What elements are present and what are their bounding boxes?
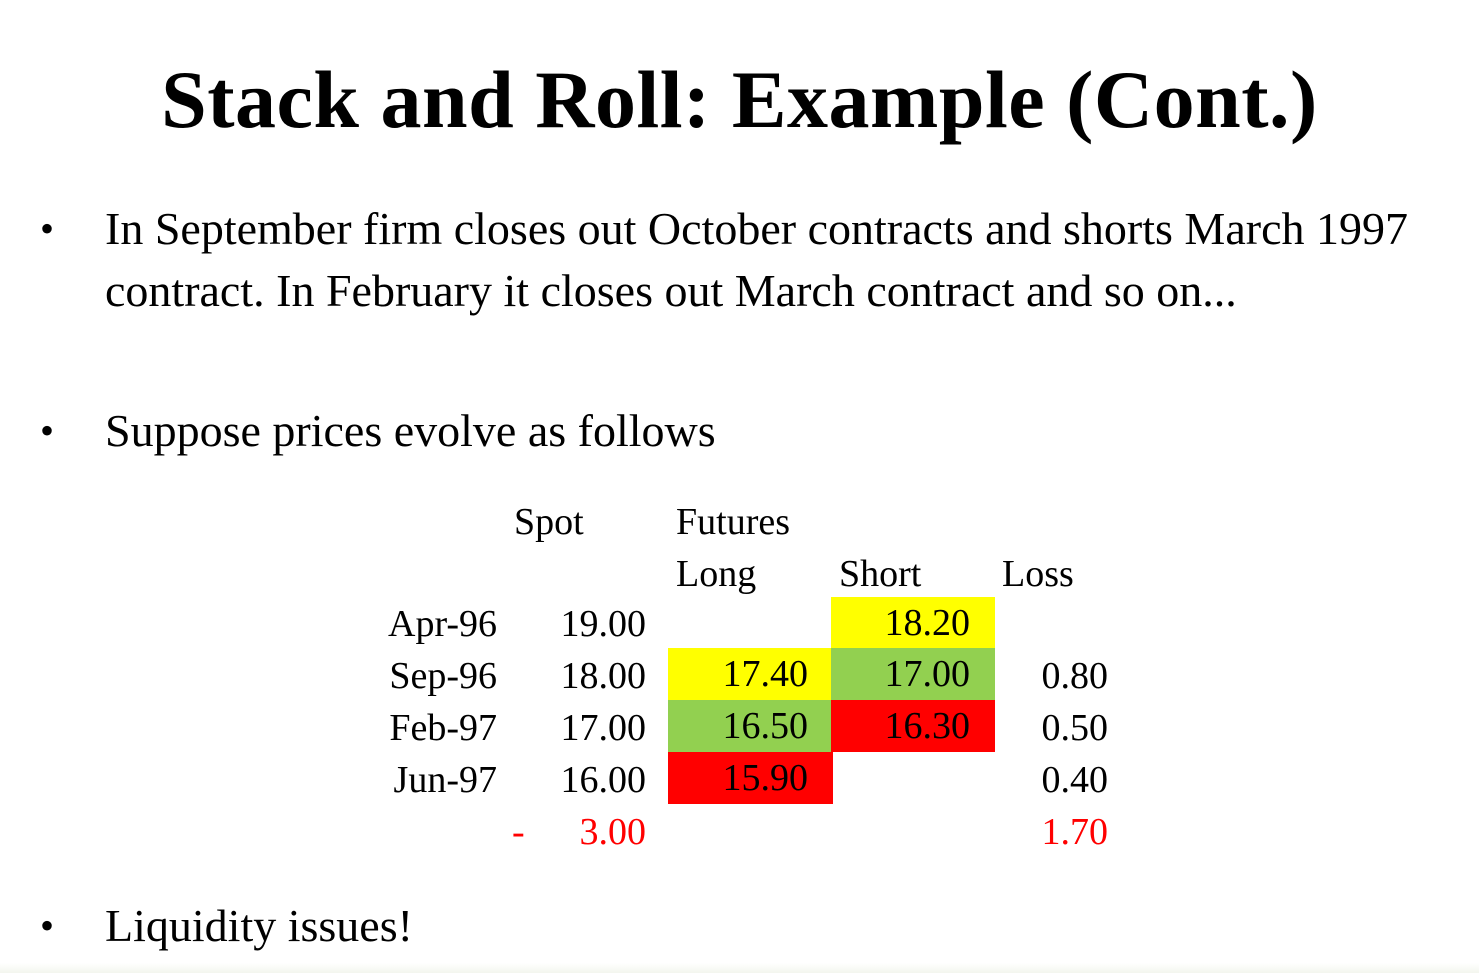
row-loss: 0.40: [1041, 759, 1109, 801]
bullet-item: • Liquidity issues!: [40, 895, 1440, 957]
row-date: Feb-97: [389, 707, 497, 749]
header-short: Short: [839, 553, 922, 595]
row-spot: 18.00: [560, 655, 647, 697]
row-short: 17.00: [831, 648, 995, 700]
row-spot: 16.00: [560, 759, 647, 801]
row-short: 16.30: [831, 700, 995, 752]
row-long: 17.40: [668, 648, 833, 700]
total-loss: 1.70: [1041, 811, 1109, 853]
header-long: Long: [676, 553, 757, 595]
bullet-item: • Suppose prices evolve as follows: [40, 400, 1440, 462]
total-spot: 3.00: [579, 811, 647, 853]
bullet-text: Liquidity issues!: [105, 900, 413, 951]
header-loss: Loss: [1002, 553, 1074, 595]
header-spot: Spot: [514, 501, 584, 543]
bullet-marker: •: [40, 206, 55, 251]
row-loss: 0.50: [1041, 707, 1109, 749]
row-spot: 17.00: [560, 707, 647, 749]
row-date: Apr-96: [388, 603, 497, 645]
slide-title: Stack and Roll: Example (Cont.): [161, 54, 1318, 145]
row-long: 15.90: [668, 752, 833, 804]
bullet-text: In September firm closes out October con…: [105, 203, 1408, 316]
bullet-marker: •: [40, 408, 55, 453]
row-short: 18.20: [831, 597, 995, 649]
bullet-item: • In September firm closes out October c…: [40, 198, 1440, 388]
bottom-edge: [0, 963, 1479, 973]
bullet-text: Suppose prices evolve as follows: [105, 405, 716, 456]
row-spot: 19.00: [560, 603, 647, 645]
bullet-marker: •: [40, 903, 55, 948]
row-long: 16.50: [668, 700, 833, 752]
row-loss: 0.80: [1041, 655, 1109, 697]
header-futures: Futures: [676, 501, 790, 543]
row-date: Jun-97: [393, 759, 497, 801]
row-date: Sep-96: [389, 655, 497, 697]
total-spot-sign: -: [512, 811, 525, 853]
